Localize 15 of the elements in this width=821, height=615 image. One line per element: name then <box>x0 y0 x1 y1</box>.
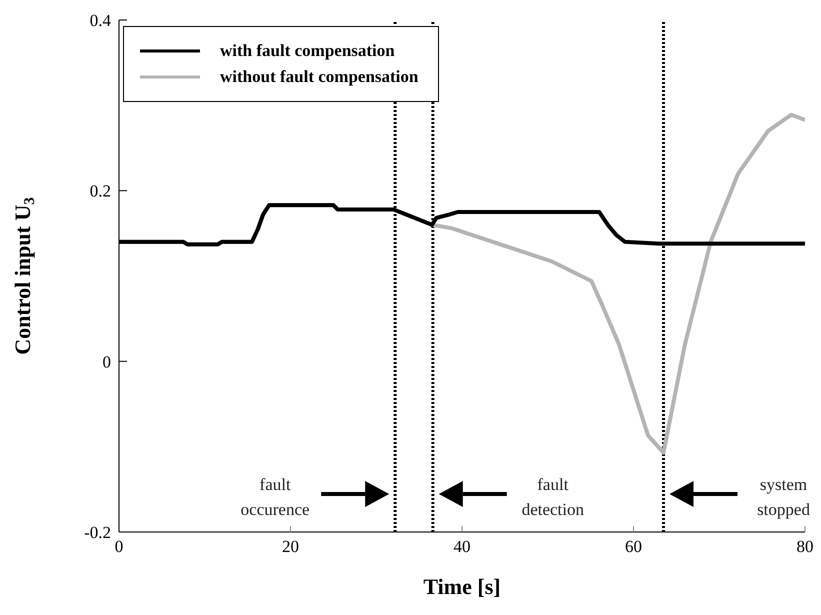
x-tick-label: 80 <box>796 537 814 556</box>
y-tick-label: -0.2 <box>84 523 111 542</box>
y-tick-label: 0.4 <box>90 11 112 30</box>
legend-label: without fault compensation <box>220 67 418 87</box>
x-axis-title: Time [s] <box>423 574 501 599</box>
y-tick-label: 0.2 <box>90 182 111 201</box>
annotation: fault occurence <box>240 475 310 519</box>
x-tick-label: 60 <box>625 537 642 556</box>
y-tick-label: 0 <box>102 352 111 372</box>
legend-label: with fault compensation <box>220 41 395 61</box>
annotation: system stopped <box>757 475 810 519</box>
annotation: fault detection <box>522 475 584 519</box>
x-tick-label: 20 <box>282 537 299 556</box>
x-tick-label: 40 <box>454 537 470 556</box>
x-tick-label: 0 <box>114 537 124 556</box>
